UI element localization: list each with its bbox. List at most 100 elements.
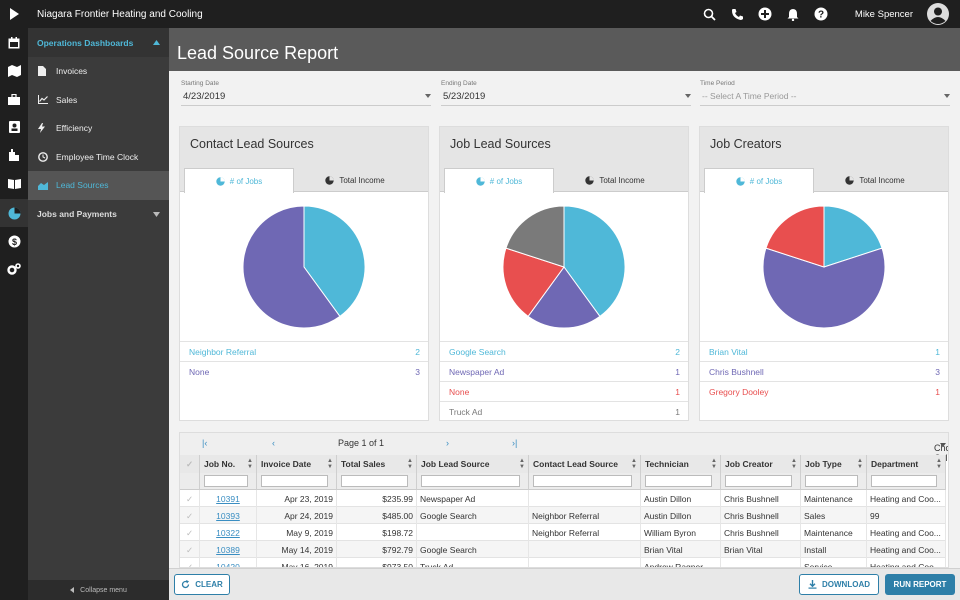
table-row[interactable]: ✓ 10322 May 9, 2019 $198.72 Neighbor Referra…	[180, 524, 946, 541]
tab-jobs[interactable]: # of Jobs	[444, 168, 554, 193]
time-period-select[interactable]: -- Select A Time Period --	[700, 91, 950, 106]
search-icon[interactable]	[700, 5, 718, 23]
job-number-link[interactable]: 10322	[216, 528, 240, 538]
phone-icon[interactable]	[728, 5, 746, 23]
row-checkbox[interactable]: ✓	[180, 490, 200, 507]
table-row[interactable]: ✓ 10393 Apr 24, 2019 $485.00 Google Search Ne…	[180, 507, 946, 524]
help-icon[interactable]: ?	[812, 5, 830, 23]
first-page-icon[interactable]: |‹	[202, 438, 208, 448]
pie-slice[interactable]	[762, 247, 886, 329]
row-checkbox[interactable]: ✓	[180, 558, 200, 567]
column-header[interactable]: Total Sales ▲ ▼	[337, 455, 417, 473]
tab-income[interactable]: Total Income	[560, 168, 670, 192]
sort-icon[interactable]: ▲ ▼	[631, 458, 637, 470]
legend-row[interactable]: Newspaper Ad 1	[440, 361, 688, 381]
table-row[interactable]: ✓ 10420 May 16, 2019 $973.50 Truck Ad Andrew …	[180, 558, 946, 568]
select-all-checkbox[interactable]: ✓	[180, 455, 200, 473]
dollar-icon[interactable]: $	[0, 227, 28, 255]
next-page-icon[interactable]: ›	[446, 438, 449, 448]
column-filter-input[interactable]	[645, 475, 712, 487]
legend-row[interactable]: Chris Bushnell 3	[700, 361, 948, 381]
calendar-icon[interactable]	[0, 29, 28, 57]
pie-slice[interactable]	[303, 205, 366, 318]
briefcase-icon[interactable]	[0, 85, 28, 113]
sidebar-group-jobs-payments[interactable]: Jobs and Payments	[28, 200, 169, 229]
sidebar-item-efficiency[interactable]: Efficiency	[28, 114, 169, 143]
tab-jobs[interactable]: # of Jobs	[184, 168, 294, 193]
column-filter-input[interactable]	[871, 475, 937, 487]
column-header[interactable]: Job No. ▲ ▼	[200, 455, 257, 473]
column-header[interactable]: Department ▲ ▼	[867, 455, 946, 473]
end-date-select[interactable]: 5/23/2019	[441, 91, 691, 106]
column-filter-input[interactable]	[533, 475, 632, 487]
pie-slice[interactable]	[765, 205, 825, 268]
column-filter-input[interactable]	[204, 475, 248, 487]
clear-button[interactable]: CLEAR	[174, 574, 230, 595]
sort-icon[interactable]: ▲ ▼	[791, 458, 797, 470]
column-header[interactable]: Contact Lead Source ▲ ▼	[529, 455, 641, 473]
table-row[interactable]: ✓ 10389 May 14, 2019 $792.79 Google Search Br…	[180, 541, 946, 558]
job-number-link[interactable]: 10389	[216, 545, 240, 555]
sort-icon[interactable]: ▲ ▼	[936, 458, 942, 470]
legend-row[interactable]: Neighbor Referral 2	[180, 341, 428, 361]
row-checkbox[interactable]: ✓	[180, 524, 200, 541]
column-filter-input[interactable]	[725, 475, 792, 487]
tab-income[interactable]: Total Income	[820, 168, 930, 192]
row-checkbox[interactable]: ✓	[180, 507, 200, 524]
sort-icon[interactable]: ▲ ▼	[407, 458, 413, 470]
pie-slice[interactable]	[823, 205, 883, 268]
settings-icon[interactable]	[0, 255, 28, 283]
building-icon[interactable]	[0, 141, 28, 169]
sort-icon[interactable]: ▲ ▼	[247, 458, 253, 470]
tab-jobs[interactable]: # of Jobs	[704, 168, 814, 193]
sort-icon[interactable]: ▲ ▼	[857, 458, 863, 470]
sidebar-item-invoices[interactable]: Invoices	[28, 57, 169, 86]
last-page-icon[interactable]: ›|	[512, 438, 518, 448]
download-button[interactable]: DOWNLOAD	[799, 574, 879, 595]
table-row[interactable]: ✓ 10391 Apr 23, 2019 $235.99 Newspaper Ad Aus…	[180, 490, 946, 507]
sidebar-item-time-clock[interactable]: Employee Time Clock	[28, 143, 169, 172]
sidebar-item-sales[interactable]: Sales	[28, 86, 169, 115]
legend-row[interactable]: Brian Vital 1	[700, 341, 948, 361]
job-number-link[interactable]: 10393	[216, 511, 240, 521]
legend-row[interactable]: None 3	[180, 361, 428, 381]
pie-slice[interactable]	[505, 205, 565, 268]
column-filter-input[interactable]	[421, 475, 520, 487]
start-date-select[interactable]: 4/23/2019	[181, 91, 431, 106]
column-filter-input[interactable]	[805, 475, 858, 487]
column-header[interactable]: Job Type ▲ ▼	[801, 455, 867, 473]
user-name[interactable]: Mike Spencer	[854, 9, 913, 20]
column-header[interactable]: Job Creator ▲ ▼	[721, 455, 801, 473]
column-filter-input[interactable]	[341, 475, 408, 487]
contact-card-icon[interactable]	[0, 113, 28, 141]
column-header[interactable]: Job Lead Source ▲ ▼	[417, 455, 529, 473]
sidebar-group-operations[interactable]: Operations Dashboards	[28, 28, 169, 57]
sort-icon[interactable]: ▲ ▼	[519, 458, 525, 470]
row-checkbox[interactable]: ✓	[180, 541, 200, 558]
map-icon[interactable]	[0, 57, 28, 85]
avatar-icon[interactable]	[927, 3, 949, 25]
sort-icon[interactable]: ▲ ▼	[711, 458, 717, 470]
pie-slice[interactable]	[242, 205, 341, 329]
legend-row[interactable]: Gregory Dooley 1	[700, 381, 948, 401]
bell-icon[interactable]	[784, 5, 802, 23]
column-header[interactable]: Invoice Date ▲ ▼	[257, 455, 337, 473]
pie-chart-icon[interactable]	[0, 199, 28, 227]
legend-row[interactable]: Google Search 2	[440, 341, 688, 361]
collapse-menu-button[interactable]: Collapse menu	[28, 580, 169, 600]
column-filter-input[interactable]	[261, 475, 328, 487]
sidebar-item-lead-sources[interactable]: Lead Sources	[28, 171, 169, 200]
tab-income[interactable]: Total Income	[300, 168, 410, 192]
job-number-link[interactable]: 10420	[216, 562, 240, 568]
legend-row[interactable]: None 1	[440, 381, 688, 401]
sort-icon[interactable]: ▲ ▼	[327, 458, 333, 470]
job-number-link[interactable]: 10391	[216, 494, 240, 504]
book-icon[interactable]	[0, 169, 28, 197]
legend-row[interactable]: Truck Ad 1	[440, 401, 688, 421]
run-report-button[interactable]: RUN REPORT	[885, 574, 955, 595]
pie-slice[interactable]	[563, 205, 626, 318]
add-circle-icon[interactable]	[756, 5, 774, 23]
pie-slice[interactable]	[502, 247, 565, 318]
menu-toggle-icon[interactable]	[0, 0, 28, 28]
prev-page-icon[interactable]: ‹	[272, 438, 275, 448]
